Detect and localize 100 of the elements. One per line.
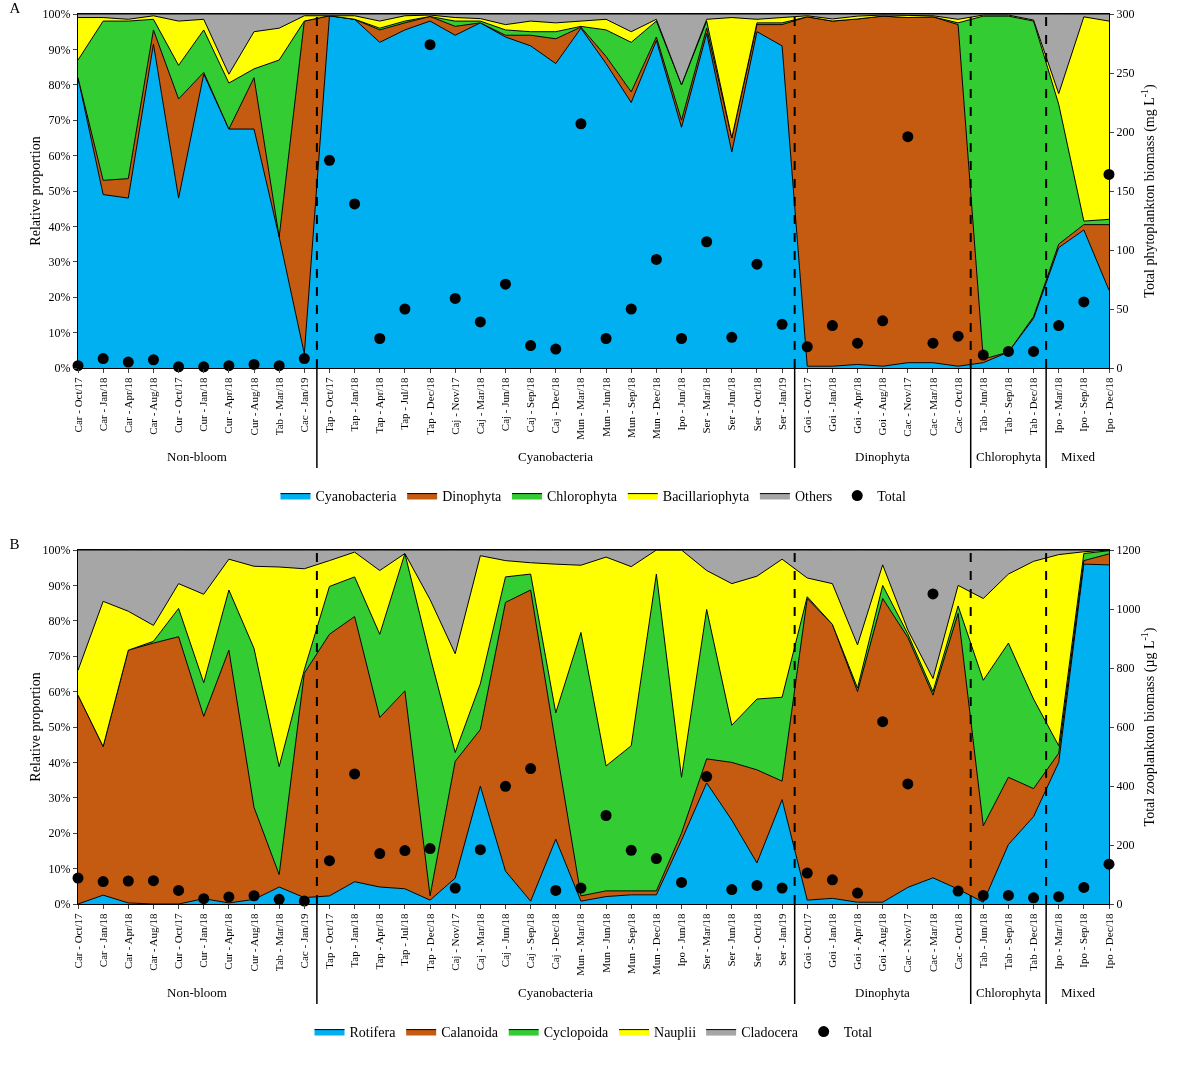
x-tick-label: Car - Oct/17 (71, 912, 84, 969)
point (575, 118, 587, 130)
point (474, 316, 486, 328)
x-tick-label: Caj - Dec/18 (549, 912, 562, 970)
point (625, 844, 637, 856)
point (776, 882, 788, 894)
x-tick-label: Caj - Mar/18 (473, 376, 486, 435)
x-tick-label: Mun - Mar/18 (574, 912, 587, 976)
legend-label: Total (877, 489, 906, 505)
x-tick-label: Ser - Mar/18 (700, 376, 713, 434)
point (399, 303, 411, 315)
x-tick-label: Cac - Jan/19 (297, 376, 310, 433)
y-tick-label: 90% (48, 42, 71, 57)
y-tick-label: 90% (48, 578, 71, 593)
x-tick-label: Cac - Nov/17 (901, 376, 914, 437)
point (374, 848, 386, 860)
x-tick-label: Cac - Oct/18 (951, 912, 964, 970)
text: Cyanobacteria (518, 449, 594, 464)
point (952, 330, 964, 342)
x-tick-label: Tap - Dec/18 (423, 376, 436, 435)
point (374, 333, 386, 344)
point (223, 891, 235, 903)
point (1028, 892, 1040, 904)
y-tick-label: 40% (48, 219, 71, 234)
point (147, 354, 159, 366)
x-tick-label: Tap - Dec/18 (423, 912, 436, 971)
point (751, 879, 763, 891)
x-tick-label: Cac - Jan/19 (297, 912, 310, 969)
x-tick-label: Mun - Jun/18 (599, 912, 612, 973)
x-tick-label: Tab - Jun/18 (976, 376, 989, 433)
point (349, 768, 361, 780)
y2-tick-label: 100 (1116, 243, 1135, 258)
x-tick-label: Cac - Nov/17 (901, 912, 914, 973)
y-tick-label: 10% (48, 861, 71, 876)
point (323, 154, 335, 166)
text: Dinophyta (855, 985, 911, 1000)
y2-tick-label: 250 (1116, 66, 1135, 81)
y-tick-label: 40% (48, 755, 71, 770)
x-tick-label: Tap - Oct/17 (323, 376, 336, 433)
legend-label: Total (843, 1025, 873, 1041)
x-tick-label: Car - Aug/18 (147, 376, 160, 435)
legend-label: Calanoida (441, 1025, 499, 1041)
x-tick-label: Cur - Oct/17 (172, 376, 185, 434)
x-tick-label: Tab - Mar/18 (272, 912, 285, 972)
point (1028, 345, 1040, 357)
point (826, 320, 838, 332)
x-tick-label: Ser - Jun/18 (725, 376, 738, 431)
point (826, 874, 838, 886)
x-tick-label: Ipo - Mar/18 (1052, 376, 1065, 434)
x-tick-label: Tap - Apr/18 (373, 912, 386, 970)
x-tick-label: Mun - Dec/18 (649, 912, 662, 976)
point (927, 337, 939, 349)
text: Chlorophyta (976, 985, 1042, 1000)
x-tick-label: Tab - Sep/18 (1001, 912, 1014, 970)
point (600, 333, 612, 344)
y-tick-label: 50% (48, 720, 71, 735)
point (877, 716, 889, 728)
x-tick-label: Ipo - Mar/18 (1052, 912, 1065, 970)
point (1002, 345, 1014, 357)
x-tick-label: Caj - Jun/18 (499, 376, 512, 432)
x-tick-label: Cur - Aug/18 (247, 376, 260, 436)
point (902, 131, 914, 143)
point (449, 882, 461, 894)
text: Non-bloom (167, 449, 227, 464)
y2-tick-label: 1200 (1116, 543, 1141, 558)
point (801, 867, 813, 879)
x-tick-label: Tab - Jun/18 (976, 912, 989, 969)
point (424, 39, 436, 51)
point (399, 845, 411, 857)
x-tick-label: Caj - Sep/18 (524, 912, 537, 969)
y2-tick-label: 200 (1116, 125, 1135, 140)
text: Dinophyta (855, 449, 911, 464)
x-tick-label: Mun - Mar/18 (574, 376, 587, 440)
x-tick-label: Ser - Jan/19 (775, 912, 788, 966)
point (298, 353, 310, 365)
x-tick-label: Goi - Aug/18 (876, 376, 889, 436)
legend-label: Bacillariophyta (662, 489, 750, 505)
x-tick-label: Caj - Jun/18 (499, 912, 512, 968)
text: Non-bloom (167, 985, 227, 1000)
x-tick-label: Car - Jan/18 (96, 912, 109, 968)
y-tick-label: 60% (48, 148, 71, 163)
y2-tick-label: 200 (1116, 838, 1135, 853)
y2-tick-label: 600 (1116, 720, 1135, 735)
legend-label: Cyanobacteria (315, 489, 398, 505)
point (1078, 296, 1090, 308)
point (676, 876, 688, 888)
point (676, 333, 688, 344)
x-tick-label: Car - Jan/18 (96, 376, 109, 432)
x-tick-label: Cur - Jan/18 (197, 912, 210, 968)
point (97, 353, 109, 365)
x-tick-label: Ipo - Sep/18 (1077, 376, 1090, 432)
point (525, 340, 537, 352)
y-tick-label: 60% (48, 684, 71, 699)
x-tick-label: Cur - Apr/18 (222, 912, 235, 970)
text: Cyanobacteria (518, 985, 594, 1000)
point (323, 855, 335, 867)
point (650, 853, 662, 865)
y-tick-label: 20% (48, 290, 71, 305)
point (575, 882, 587, 894)
x-tick-label: Goi - Oct/17 (800, 912, 813, 970)
